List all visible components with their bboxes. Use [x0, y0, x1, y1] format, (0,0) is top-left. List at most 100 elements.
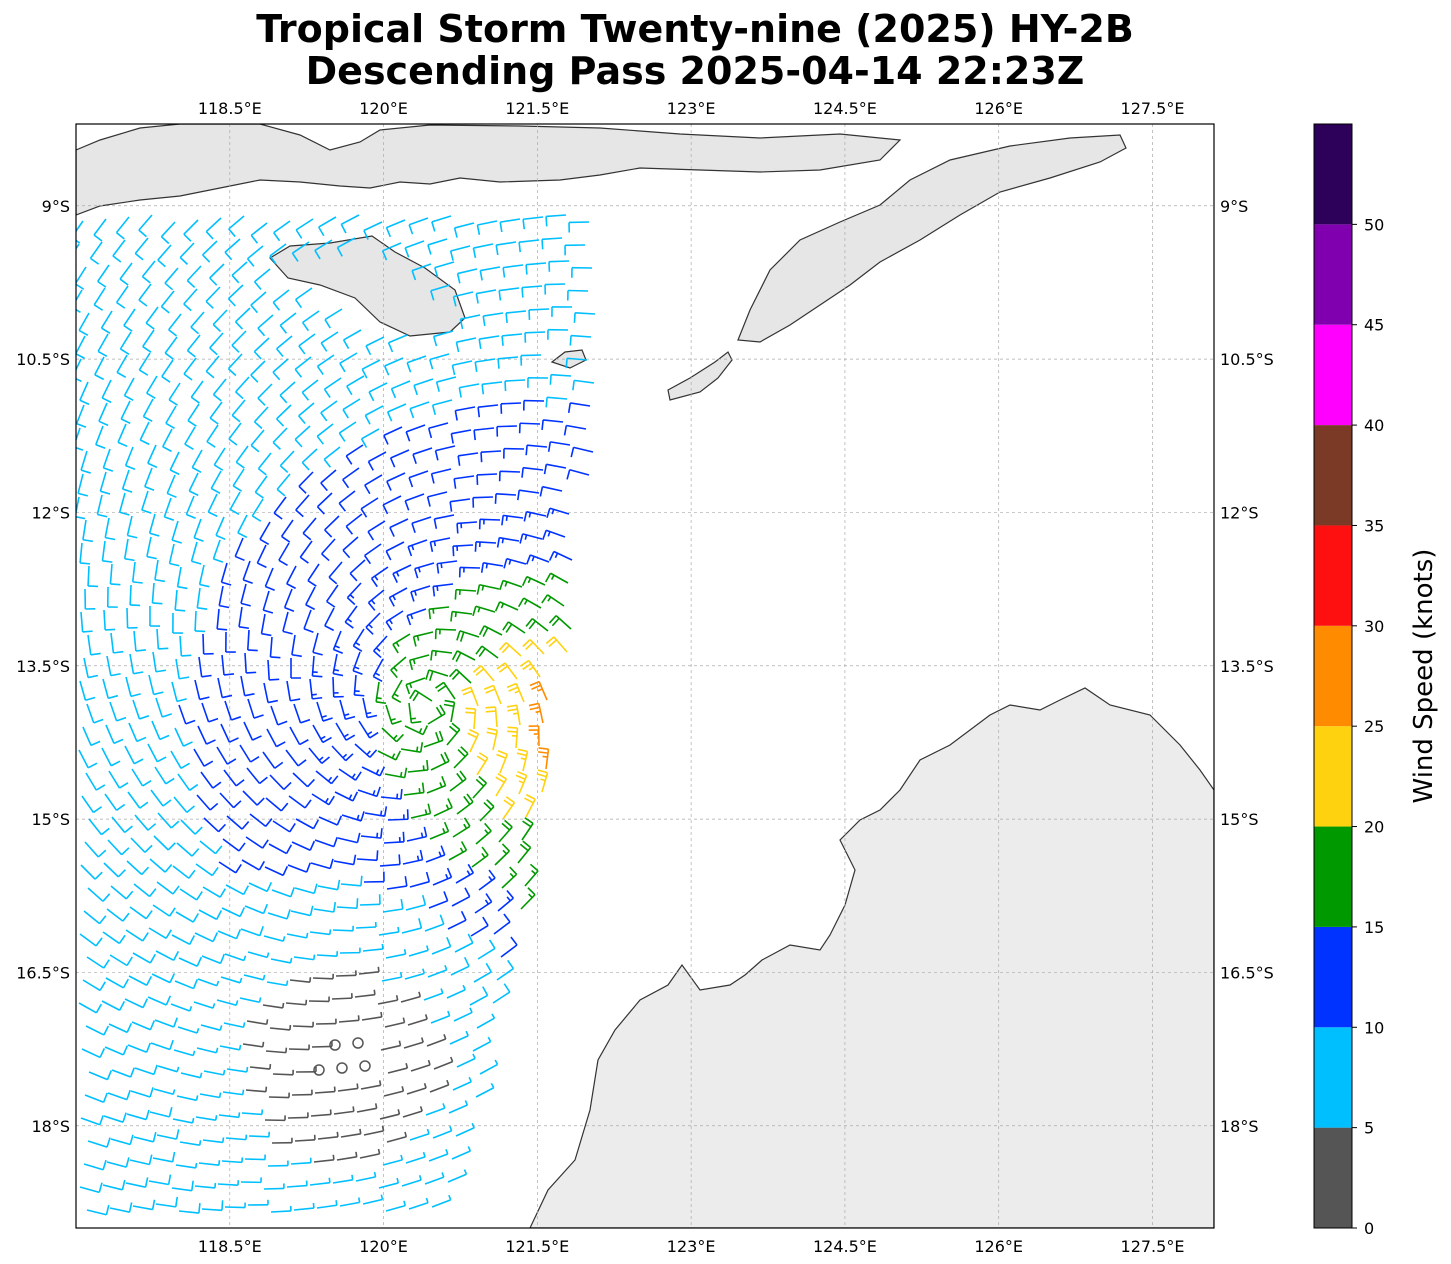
wind-barb [301, 379, 319, 401]
wind-barb [392, 633, 411, 654]
map-frame [75, 123, 1215, 1229]
wind-barb [537, 747, 550, 770]
wind-barb [389, 518, 409, 537]
wind-barb [267, 1160, 289, 1167]
wind-barb [544, 283, 566, 295]
wind-barb [377, 750, 402, 761]
wind-barb [151, 582, 163, 605]
colorbar-tick-label: 50 [1364, 215, 1384, 234]
lon-tick-label-bottom: 124.5°E [813, 1237, 877, 1256]
wind-barb [424, 1172, 445, 1185]
wind-barb [502, 621, 526, 634]
wind-barb [452, 291, 474, 307]
wind-barb [318, 216, 337, 237]
wind-barb [326, 584, 339, 608]
wind-barb [110, 632, 124, 654]
wind-barb [132, 1199, 156, 1211]
wind-barb [410, 585, 431, 602]
wind-barb [358, 966, 380, 975]
wind-barb [260, 613, 272, 637]
wind-barb [453, 222, 475, 238]
wind-barb [286, 565, 297, 590]
wind-barb [130, 1087, 154, 1098]
wind-barb [339, 352, 358, 373]
wind-barb [308, 996, 330, 1003]
wind-barb [224, 1202, 246, 1209]
wind-barb [432, 330, 454, 347]
wind-barb [473, 427, 495, 441]
wind-barb [220, 723, 239, 743]
wind-barb [492, 983, 511, 1004]
wind-barb [412, 631, 434, 647]
wind-barb [115, 216, 130, 240]
wind-barb [251, 498, 264, 522]
wind-barb [76, 220, 84, 244]
colorbar-tick-label: 35 [1364, 516, 1384, 535]
wind-barb [244, 652, 257, 674]
wind-barb [102, 931, 126, 945]
wind-barb [263, 935, 286, 942]
colorbar-bin [1314, 1027, 1352, 1128]
wind-barb [402, 849, 424, 865]
wind-barb [172, 1117, 195, 1124]
wind-barb [400, 991, 422, 1003]
chart-title-line1: Tropical Storm Twenty-nine (2025) HY-2B [256, 7, 1134, 51]
wind-barb [461, 686, 479, 707]
wind-barb [76, 427, 84, 451]
lon-tick-label-bottom: 127.5°E [1121, 1237, 1185, 1256]
wind-barb [408, 1197, 429, 1210]
wind-barb [547, 441, 571, 452]
wind-barb [316, 423, 334, 445]
wind-barb [436, 560, 458, 574]
wind-barb [391, 679, 403, 704]
wind-barb [290, 905, 314, 917]
land-timor [737, 134, 1127, 343]
wind-barb [452, 1076, 472, 1091]
wind-barb [108, 770, 129, 789]
wind-barb [324, 607, 335, 632]
wind-barb [219, 1044, 242, 1051]
wind-barb [117, 423, 128, 448]
wind-barb [566, 468, 590, 480]
colorbar-tick-label: 15 [1364, 918, 1384, 937]
wind-barb [476, 1013, 496, 1029]
wind-barb [340, 875, 363, 887]
wind-barb [541, 419, 564, 430]
wind-barb [363, 543, 382, 565]
wind-barb [332, 630, 344, 655]
wind-barb [472, 605, 496, 617]
wind-barb [147, 444, 158, 469]
wind-barb [403, 1037, 424, 1049]
wind-barb [472, 1036, 492, 1052]
wind-barb [363, 221, 383, 240]
wind-barb [406, 1082, 427, 1095]
wind-barb [524, 863, 539, 887]
wind-barb [76, 404, 87, 429]
wind-barb [190, 311, 205, 335]
wind-barb [257, 452, 272, 476]
wind-barb [449, 770, 467, 792]
wind-barb [449, 1030, 469, 1045]
wind-barb [164, 336, 178, 360]
wind-barb [235, 445, 249, 469]
wind-barb [228, 215, 245, 238]
wind-barb [320, 400, 338, 422]
wind-barb [131, 1020, 156, 1031]
wind-barb [80, 1115, 104, 1126]
axis-ticks: 118.5°E 118.5°E 120°E 120°E 121.5°E 121.5°E 12… [16, 99, 1274, 1256]
wind-barb [253, 337, 270, 360]
wind-barb [226, 1066, 249, 1073]
wind-barb [247, 1199, 269, 1206]
wind-barb [257, 314, 274, 337]
wind-barb [198, 1160, 221, 1166]
wind-barb [93, 287, 106, 311]
wind-barb [404, 493, 425, 511]
wind-barb [103, 609, 116, 631]
wind-barb [316, 701, 333, 722]
wind-barb [527, 377, 549, 388]
colorbar-tick-label: 20 [1364, 818, 1384, 837]
wind-barb [183, 219, 199, 242]
wind-barb [168, 382, 181, 406]
wind-barb [311, 1041, 333, 1048]
wind-barb [408, 217, 429, 235]
